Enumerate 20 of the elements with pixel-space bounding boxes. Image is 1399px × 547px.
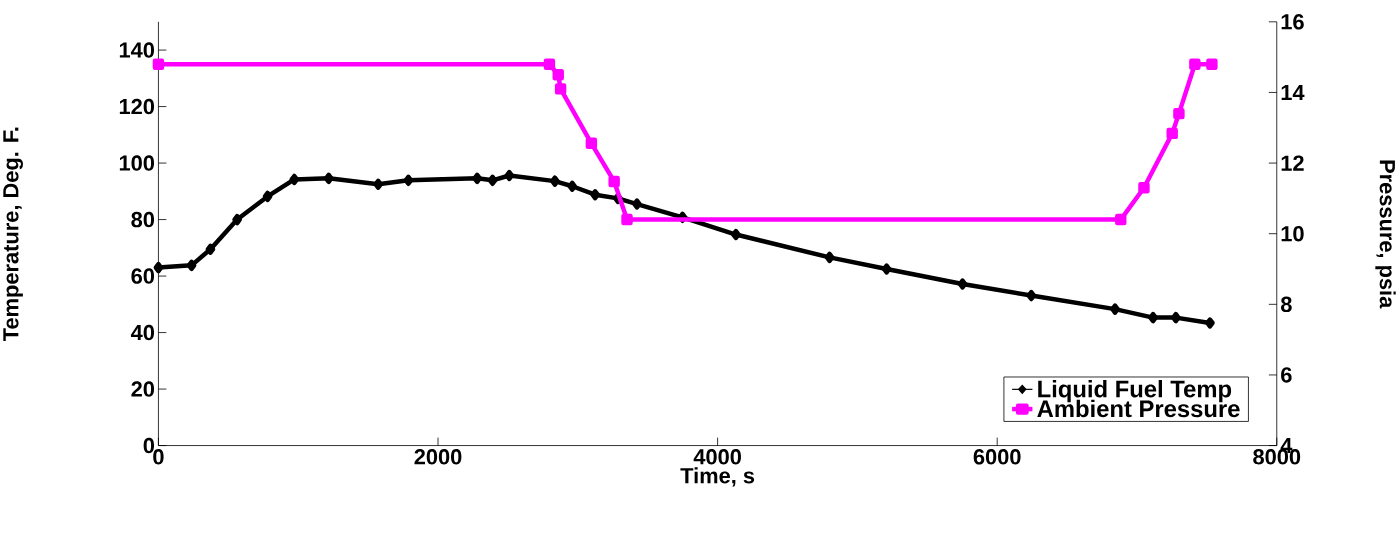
y-tick-label: 20 <box>131 381 155 397</box>
y2-tick-label: 14 <box>1281 85 1305 101</box>
y-tick-label: 0 <box>143 437 155 454</box>
y-tick-label: 100 <box>119 155 155 171</box>
x-tick-label: 2000 <box>414 449 462 465</box>
y2-tick-label: 12 <box>1281 155 1304 171</box>
y-tick-label: 40 <box>130 324 155 341</box>
y2-axis-title: Pressure, psia <box>1375 160 1396 309</box>
x-tick-label: 6000 <box>973 449 1021 465</box>
x-tick-label: 4000 <box>693 449 741 465</box>
y-tick-label: 120 <box>119 98 155 115</box>
y-tick-label: 80 <box>131 211 155 228</box>
y-axis-title: Temperature, Deg. F. <box>3 127 23 342</box>
y2-tick-label: 6 <box>1281 367 1292 383</box>
y-tick-label: 140 <box>119 42 155 58</box>
y2-tick-label: 16 <box>1281 14 1304 30</box>
y-tick-label: 60 <box>131 268 155 284</box>
y2-tick-label: 10 <box>1281 226 1304 242</box>
y2-tick-label: 8 <box>1280 296 1292 313</box>
x-axis-title: Time, s <box>680 467 755 487</box>
